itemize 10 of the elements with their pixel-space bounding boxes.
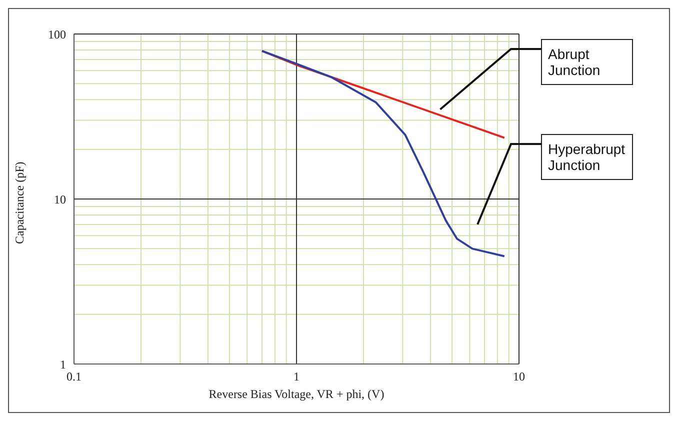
y-tick-label: 100 — [48, 27, 66, 42]
x-tick-label: 0.1 — [66, 370, 82, 384]
y-tick-label: 1 — [60, 357, 66, 372]
y-tick-label: 10 — [54, 192, 66, 206]
x-tick-label: 1 — [294, 370, 300, 384]
x-tick-label: 10 — [513, 370, 525, 384]
x-axis-title: Reverse Bias Voltage, VR + phi, (V) — [208, 387, 384, 401]
text: Abrupt Junction — [541, 39, 633, 85]
text: Hyperabrupt Junction — [541, 134, 633, 180]
y-axis-title: Capacitance (pF) — [12, 162, 26, 244]
